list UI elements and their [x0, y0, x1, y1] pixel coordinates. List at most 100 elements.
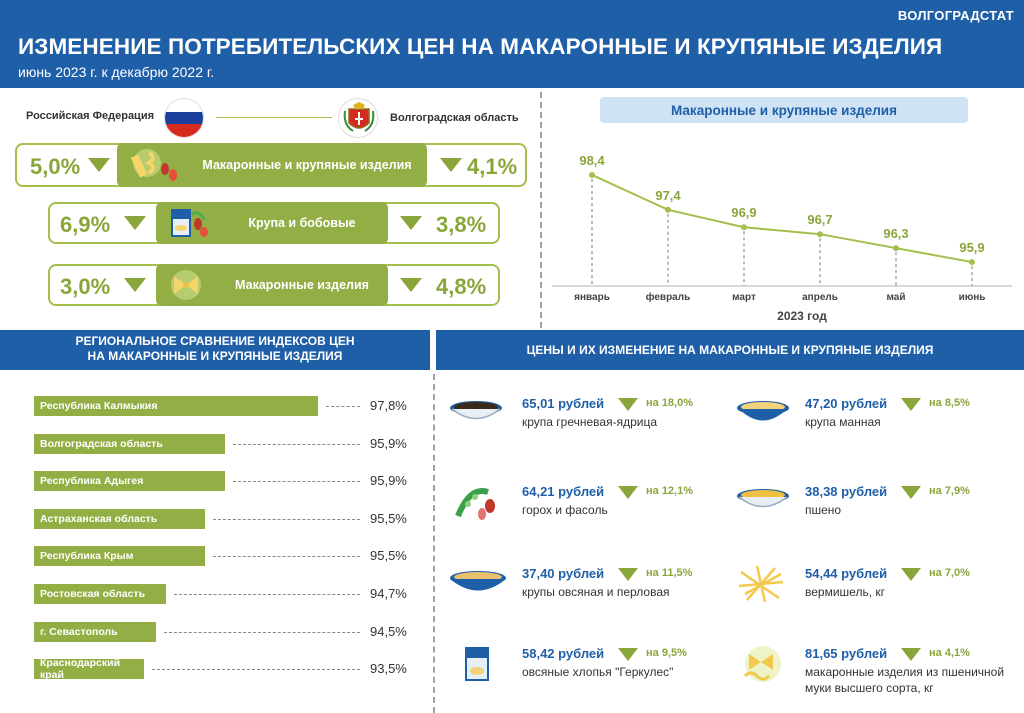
category-pill-1: Макаронные и крупяные изделия — [117, 143, 427, 187]
leader-line — [164, 631, 360, 633]
page-subtitle: июнь 2023 г. к декабрю 2022 г. — [18, 64, 215, 80]
pasta-icon — [171, 270, 201, 300]
regional-title-line-1: РЕГИОНАЛЬНОЕ СРАВНЕНИЕ ИНДЕКСОВ ЦЕН — [75, 334, 355, 348]
price-value: 58,42 рублей — [522, 646, 605, 661]
category-label-2: Крупа и бобовые — [248, 216, 356, 230]
region-bar: Республика Адыгея — [34, 471, 225, 492]
rf-value-1: 5,0% — [30, 154, 81, 179]
leader-line — [213, 518, 360, 520]
data-label: 96,3 — [883, 226, 908, 241]
down-arrow-icon — [400, 278, 422, 292]
product-name: вермишель, кг — [805, 585, 885, 599]
x-tick-label: апрель — [802, 292, 838, 303]
product-name: макаронные изделия из пшеничной муки выс… — [805, 665, 1005, 695]
region-bar: Ростовская область — [34, 584, 167, 604]
product-name: крупы овсяная и перловая — [522, 585, 670, 599]
category-pill-2: Крупа и бобовые — [156, 202, 388, 244]
buckwheat-bowl-icon — [448, 394, 508, 438]
region-bar: Астраханская область — [34, 508, 206, 529]
product-name: горох и фасоль — [522, 503, 608, 517]
region-value: 95,9% — [370, 473, 407, 489]
price-value: 47,20 рублей — [805, 396, 888, 411]
x-axis-label: 2023 год — [777, 309, 827, 323]
down-arrow-icon — [901, 486, 921, 499]
header-banner — [0, 0, 1024, 88]
down-arrow-icon — [618, 398, 638, 411]
data-point — [665, 206, 671, 213]
oat-bowl-icon — [448, 564, 508, 608]
x-tick-label: январь — [574, 292, 610, 303]
x-tick-label: май — [887, 292, 906, 303]
price-value: 38,38 рублей — [805, 484, 888, 499]
price-value: 54,44 рублей — [805, 566, 888, 581]
product-name: крупа манная — [805, 415, 881, 429]
region-value: 94,7% — [370, 586, 407, 601]
region-value: 93,5% — [370, 661, 407, 677]
line-chart: январь февраль март апрель май июнь 98,4 97,4 96… — [552, 153, 1012, 323]
connector-line — [216, 117, 332, 118]
down-arrow-icon — [901, 648, 921, 661]
leader-line — [232, 481, 360, 483]
brand-label: ВОЛГОГРАДСТАТ — [897, 8, 1014, 23]
region-bar: Республика Калмыкия — [34, 396, 318, 416]
region-label: Волгоградская область — [390, 112, 519, 124]
regional-section-header: РЕГИОНАЛЬНОЕ СРАВНЕНИЕ ИНДЕКСОВ ЦЕН НА М… — [0, 330, 430, 370]
price-change: на 7,0% — [929, 567, 970, 579]
leader-line — [232, 443, 360, 445]
product-name: крупа гречневая-ядрица — [522, 415, 658, 429]
data-point — [589, 171, 595, 178]
leader-line — [326, 406, 360, 407]
millet-bowl-icon — [735, 482, 795, 526]
price-value: 37,40 рублей — [522, 566, 605, 581]
region-bar: Краснодарский край — [34, 657, 144, 681]
russia-flag-icon — [164, 98, 204, 138]
price-change: на 4,1% — [929, 647, 970, 659]
down-arrow-icon — [618, 486, 638, 499]
semolina-bowl-icon — [735, 394, 795, 438]
divider-top — [540, 92, 542, 328]
data-point — [969, 259, 975, 266]
region-bar: г. Севастополь — [34, 621, 157, 642]
region-value: 95,5% — [370, 510, 407, 526]
down-arrow-icon — [618, 568, 638, 581]
down-arrow-icon — [88, 158, 110, 172]
rf-value-2: 6,9% — [60, 212, 111, 237]
region-value-3: 4,8% — [436, 274, 487, 299]
region-value-1: 4,1% — [467, 154, 518, 179]
x-tick-label: март — [732, 292, 756, 303]
cereal-box-icon — [171, 209, 208, 237]
rf-value-3: 3,0% — [60, 274, 111, 299]
region-value: 95,5% — [370, 548, 407, 564]
category-pill-3: Макаронные изделия — [156, 264, 388, 306]
divider-bottom — [433, 374, 435, 713]
region-value: 95,9% — [370, 435, 407, 451]
region-value: 97,8% — [370, 398, 407, 413]
region-bar: Республика Крым — [34, 546, 206, 567]
regional-title-line-2: НА МАКАРОННЫЕ И КРУПЯНЫЕ ИЗДЕЛИЯ — [87, 349, 343, 363]
down-arrow-icon — [400, 216, 422, 230]
data-label: 96,9 — [731, 205, 756, 220]
down-arrow-icon — [440, 158, 462, 172]
product-name: пшено — [805, 503, 842, 517]
prices-section-header: ЦЕНЫ И ИХ ИЗМЕНЕНИЕ НА МАКАРОННЫЕ И КРУП… — [436, 330, 1024, 370]
leader-line — [174, 594, 360, 595]
data-label: 95,9 — [959, 240, 984, 255]
data-point — [817, 231, 823, 238]
volgograd-coat-of-arms-icon — [338, 98, 378, 138]
region-bar: Волгоградская область — [34, 433, 225, 454]
data-point — [741, 224, 747, 231]
price-change: на 11,5% — [646, 567, 693, 579]
x-tick-label: февраль — [646, 291, 691, 303]
region-value: 94,5% — [370, 623, 407, 639]
peas-beans-icon — [448, 482, 508, 526]
price-change: на 18,0% — [646, 397, 694, 409]
oat-flakes-box-icon — [448, 644, 508, 688]
price-value: 65,01 рублей — [522, 396, 605, 411]
price-change: на 8,5% — [929, 397, 970, 409]
price-change: на 12,1% — [646, 485, 694, 497]
page-title: ИЗМЕНЕНИЕ ПОТРЕБИТЕЛЬСКИХ ЦЕН НА МАКАРОН… — [18, 34, 943, 59]
vermicelli-icon — [735, 564, 795, 608]
data-label: 97,4 — [655, 188, 681, 203]
price-change: на 9,5% — [646, 647, 687, 659]
down-arrow-icon — [618, 648, 638, 661]
